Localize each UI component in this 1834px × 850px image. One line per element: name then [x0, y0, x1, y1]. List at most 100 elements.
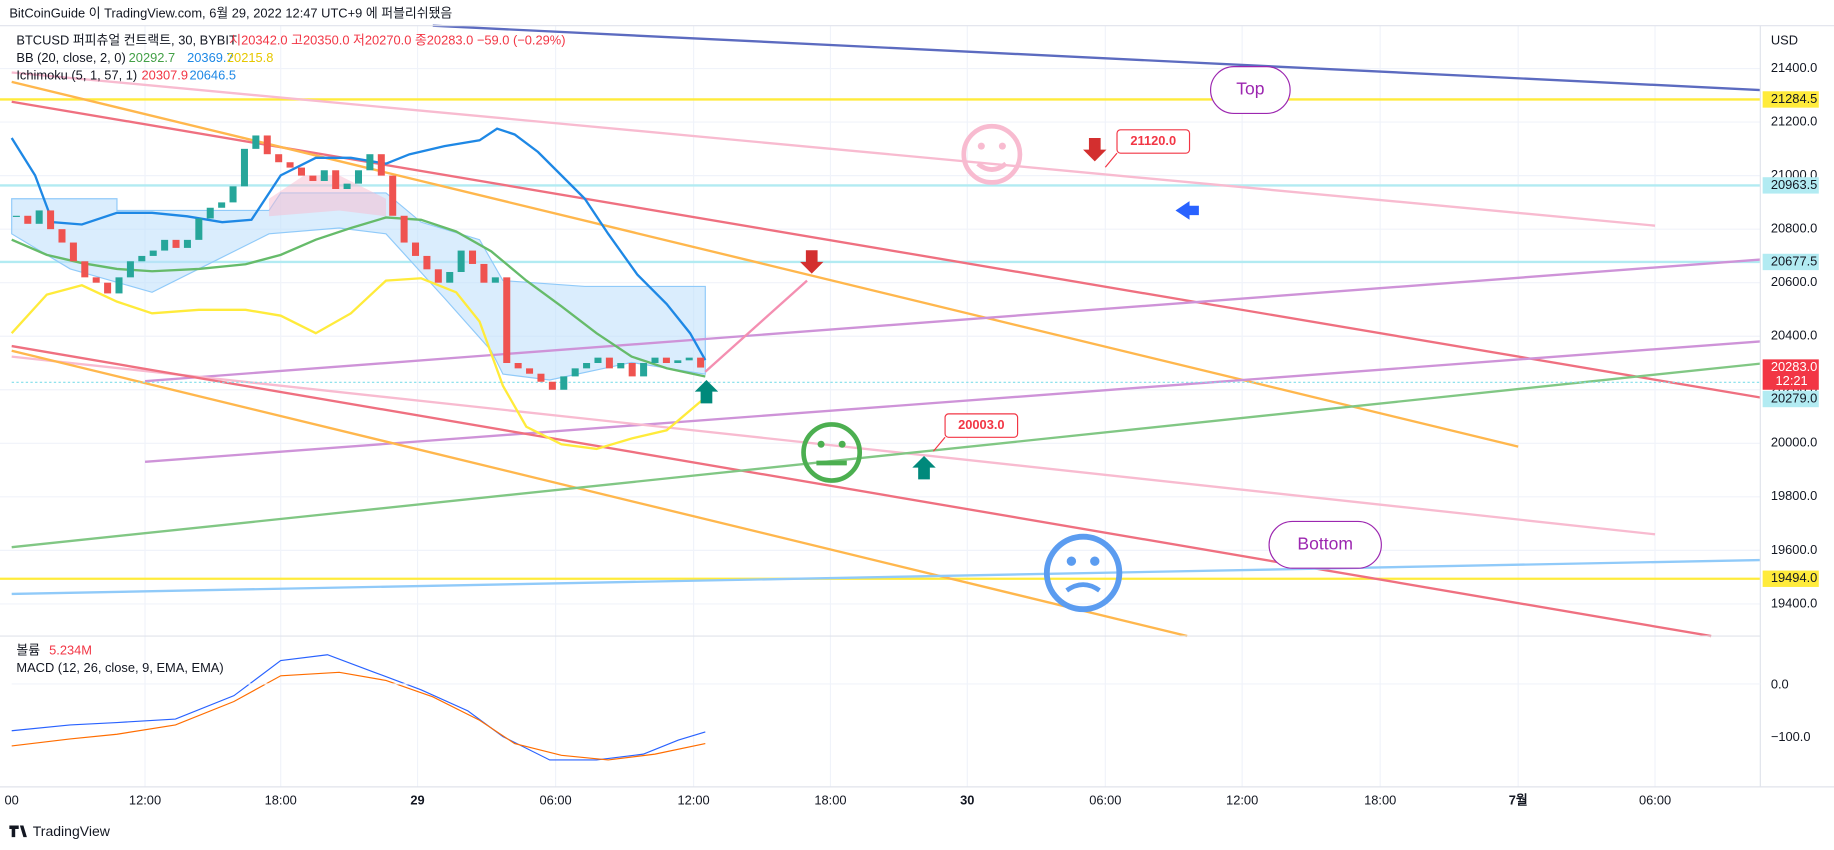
candle	[24, 215, 32, 224]
price-label	[1762, 253, 1819, 271]
legend-ichimoku: Ichimoku (5, 1, 57, 1)	[16, 67, 137, 82]
legend-ichimoku-a: 20307.9	[142, 67, 188, 82]
candle	[183, 239, 191, 248]
price-label	[1762, 177, 1819, 194]
legend-volume-value: 5.234M	[49, 643, 92, 658]
candle	[58, 229, 66, 243]
candle	[12, 215, 20, 217]
candle	[286, 162, 294, 168]
candle	[354, 170, 363, 184]
annotation-top: Top	[1236, 79, 1265, 99]
x-tick-label: 29	[410, 792, 424, 807]
bb-upper	[10, 127, 707, 361]
candle	[309, 175, 317, 181]
candle	[503, 277, 511, 364]
x-tick-label: 12:00	[678, 792, 710, 807]
candle	[366, 154, 374, 171]
logo	[9, 825, 27, 838]
candle	[526, 368, 534, 374]
candle	[92, 277, 100, 283]
candle	[628, 363, 636, 377]
candle	[275, 154, 283, 163]
annotation-low: 20003.0	[958, 417, 1004, 432]
price-label	[1762, 91, 1819, 108]
candle	[35, 210, 43, 224]
footer-brand: TradingView	[33, 823, 111, 839]
candle	[651, 357, 659, 364]
last-price-label	[1762, 359, 1819, 390]
candle	[583, 363, 591, 369]
candle	[548, 381, 556, 390]
y-tick-label: 19400.0	[1771, 595, 1817, 610]
candle	[252, 135, 260, 149]
y-tick-label: 21200.0	[1771, 113, 1817, 128]
x-tick-label: 30	[960, 792, 974, 807]
publisher: BitCoinGuide 이 TradingView.com, 6월 29, 2…	[9, 5, 452, 20]
ichimoku-cloud-red	[269, 175, 386, 217]
bb-lower	[10, 277, 707, 451]
candle	[514, 363, 522, 369]
candle	[377, 154, 385, 176]
x-tick-label: 18:00	[1364, 792, 1396, 807]
candle	[104, 282, 112, 294]
candle	[400, 215, 408, 243]
y-tick-label: 20600.0	[1771, 274, 1817, 289]
x-tick-label: 18:00	[814, 792, 846, 807]
countdown: 12:21	[1776, 373, 1808, 388]
trend-lines	[11, 24, 1761, 638]
legend-macd: MACD (12, 26, close, 9, EMA, EMA)	[16, 660, 223, 675]
price-label-text: 20677.5	[1771, 253, 1817, 268]
price-label	[1762, 390, 1819, 408]
candle	[571, 368, 579, 377]
candle	[115, 277, 123, 294]
legend-ichimoku-b: 20646.5	[189, 67, 235, 82]
candle	[537, 373, 545, 382]
candle	[469, 250, 477, 264]
price-label-text: 20279.0	[1771, 390, 1817, 405]
macd-tick: −100.0	[1771, 729, 1811, 744]
candle	[320, 170, 328, 181]
candle	[138, 255, 146, 262]
candle	[81, 261, 89, 278]
legend-bb-upper: 20369.7	[187, 50, 233, 65]
candle	[446, 271, 454, 283]
legend-ohlc: 시20342.0 고20350.0 저20270.0 종20283.0 −59.…	[229, 32, 565, 47]
candle	[640, 363, 648, 377]
macd-pane	[11, 654, 1761, 761]
candle	[172, 239, 180, 248]
x-tick-label: 12:00	[1226, 792, 1258, 807]
candle	[206, 207, 214, 219]
price-label-text: 19494.0	[1771, 570, 1817, 585]
candle	[240, 148, 248, 187]
candle	[685, 357, 693, 361]
candle	[434, 269, 442, 283]
candle	[218, 202, 226, 208]
x-tick-label: 18:00	[265, 792, 297, 807]
x-tick-label: 06:00	[539, 792, 571, 807]
x-tick-label: 7월	[1509, 792, 1528, 807]
candle	[491, 277, 499, 283]
candle	[47, 210, 55, 230]
legend-bb-lower: 20215.8	[227, 50, 273, 65]
legend-bb-basis: 20292.7	[129, 50, 175, 65]
candle	[457, 250, 465, 272]
candle	[389, 175, 397, 216]
candle	[343, 183, 351, 190]
candles	[12, 135, 705, 390]
candle	[229, 186, 237, 203]
x-tick-label: 00	[5, 792, 19, 807]
annotation-high: 21120.0	[1130, 133, 1176, 148]
candle	[662, 357, 670, 364]
candle	[697, 357, 705, 368]
y-tick-label: 20400.0	[1771, 328, 1817, 343]
candle	[423, 255, 431, 270]
candle	[617, 363, 625, 369]
candle	[69, 242, 77, 262]
legend-volume: 볼륨	[16, 643, 40, 658]
candle	[263, 135, 271, 155]
y-tick-label: 20800.0	[1771, 221, 1817, 236]
annotation-bottom: Bottom	[1297, 533, 1353, 553]
candle	[594, 357, 602, 364]
icons	[694, 66, 1382, 613]
